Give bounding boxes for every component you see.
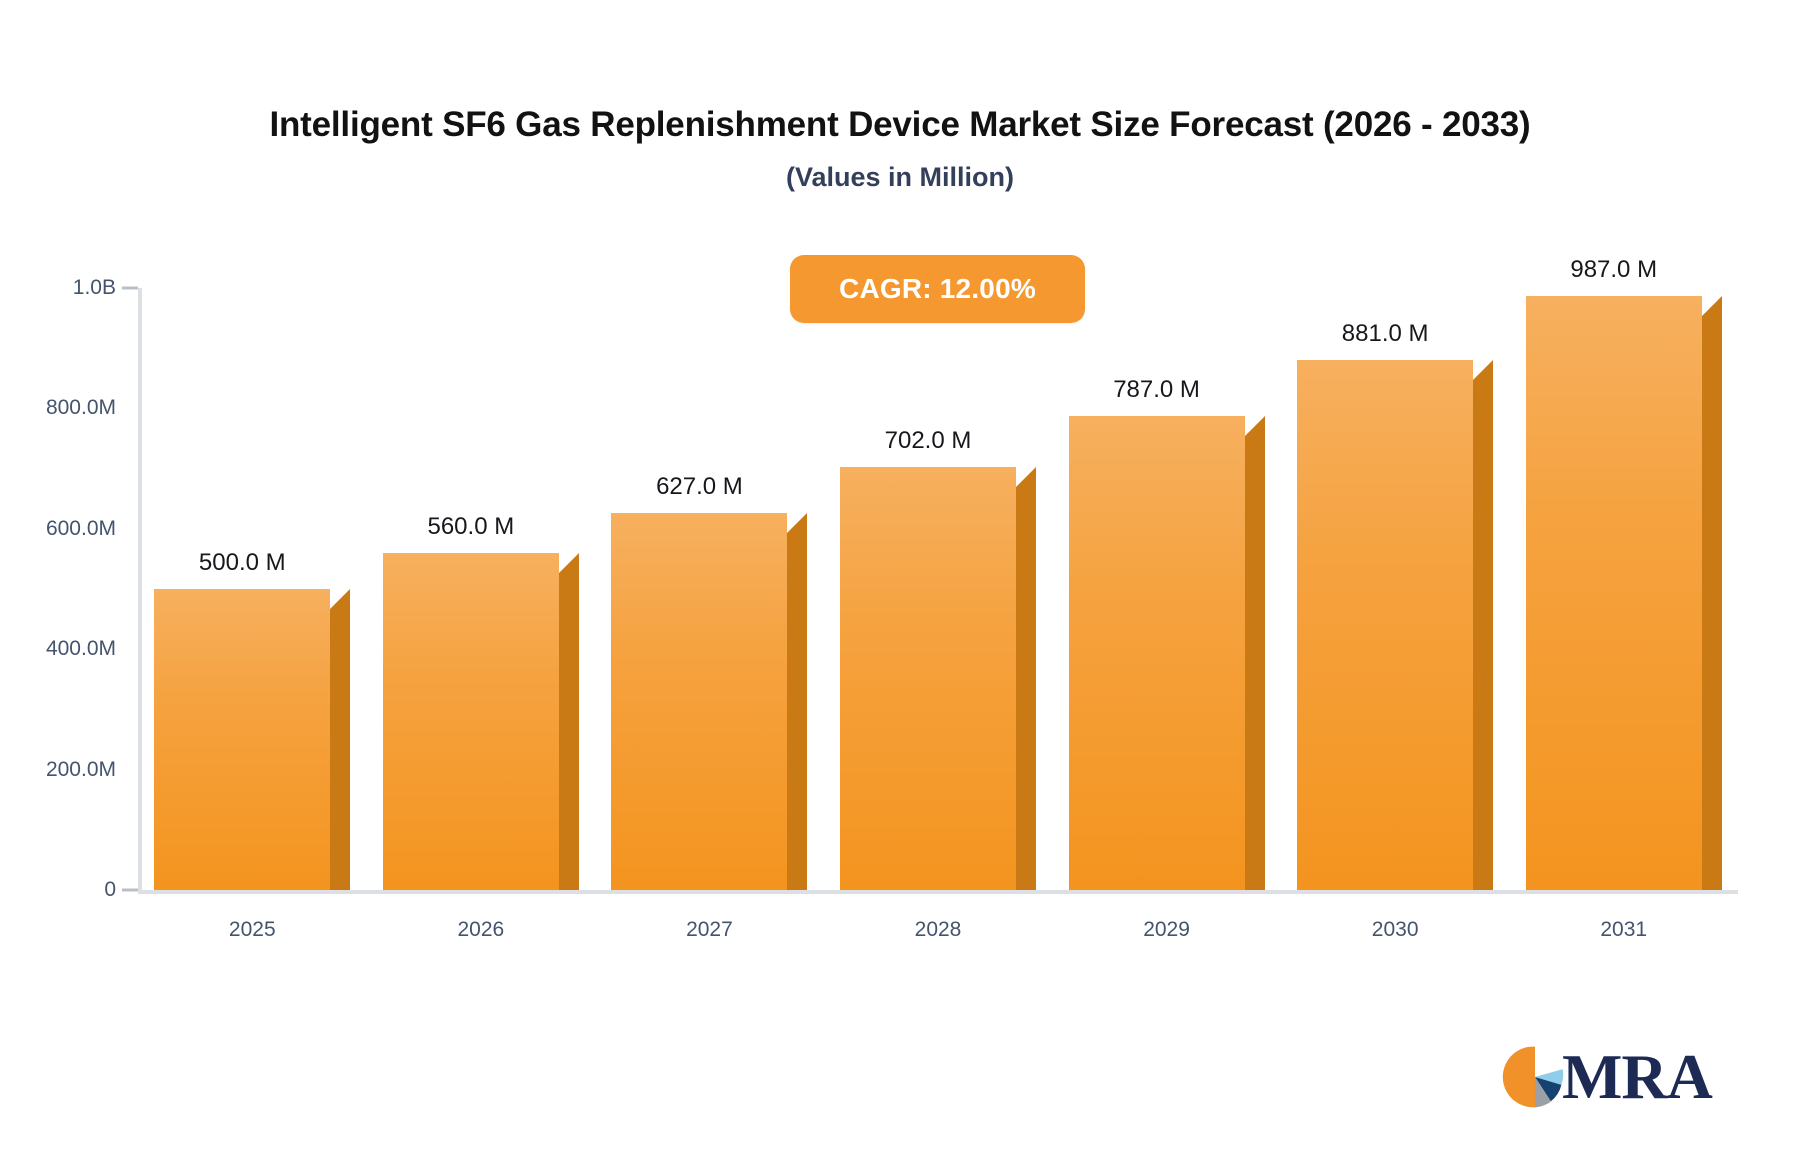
x-axis-tick-label: 2031 [1600,918,1648,941]
bar-top-bevel [1244,416,1265,437]
bar-value-label: 987.0 M [1570,255,1658,283]
bar-value-label: 881.0 M [1341,319,1429,347]
pie-chart-icon [1502,1046,1564,1108]
y-axis-tick-label: 800.0M [45,396,116,420]
x-axis-tick-label: 2028 [914,918,962,941]
y-axis-tick-mark [122,286,138,290]
x-axis-tick-label: 2025 [228,918,276,941]
brand-logo-text: MRA [1562,1041,1713,1112]
x-axis-tick-label: 2029 [1143,918,1190,941]
brand-logo: MRA [1502,1036,1724,1118]
x-axis-tick-label: 2027 [686,918,733,941]
bar-value-label: 500.0 M [198,549,286,576]
cagr-badge: CAGR: 12.00% [790,255,1085,323]
bar-side-face [1016,487,1036,890]
plot-area: 500.0 M 560.0 M 627.0 M 702.0 M 787.0 M 881.0… [138,256,1738,894]
bar-top-bevel [1701,295,1722,316]
y-axis-tick-label: 200.0M [45,757,116,781]
bar-front-face [840,467,1016,890]
y-axis-tick-label: 1.0B [72,276,116,299]
x-axis-tick-label: 2026 [457,918,505,941]
bar[interactable]: 560.0 M [382,513,579,890]
bar[interactable]: 881.0 M [1297,320,1494,890]
y-axis-tick-mark [122,888,138,892]
bar-value-label: 560.0 M [427,512,515,540]
bar-side-face [558,572,579,890]
chart-header: Intelligent SF6 Gas Replenishment Device… [0,104,1800,193]
bar[interactable]: 787.0 M [1068,376,1265,890]
bar[interactable]: 987.0 M [1525,256,1722,890]
bar-top-bevel [558,552,579,573]
bar-value-label: 627.0 M [656,472,743,500]
y-axis-tick-label: 0 [104,878,116,901]
y-axis-tick-label: 400.0M [45,637,116,661]
bar-front-face [382,552,559,890]
bar-top-bevel [1473,359,1494,380]
y-axis-ticks: 0 200.0M 400.0M 600.0M 800.0M 1.0B [0,276,138,901]
bar-front-face [1297,359,1474,890]
bar[interactable]: 500.0 M [154,549,351,890]
bar-side-face [1701,315,1722,890]
bar[interactable]: 702.0 M [840,427,1036,890]
bar-front-face [611,512,788,890]
chart-subtitle: (Values in Million) [785,162,1015,192]
page-title: Intelligent SF6 Gas Replenishment Device… [269,105,1531,144]
bar-side-face [1473,379,1494,890]
bar-front-face [1068,416,1245,890]
y-axis-line [138,288,142,894]
bar-front-face [154,589,331,890]
bar-top-bevel [330,589,351,609]
bar-top-bevel [1016,467,1036,488]
bar[interactable]: 627.0 M [611,473,808,890]
bar-side-face [787,532,808,890]
bar-top-bevel [787,512,808,533]
cagr-badge-label: CAGR: 12.00% [839,273,1036,304]
bar-side-face [1244,436,1265,890]
y-axis-tick-label: 600.0M [45,516,116,540]
bar-value-label: 702.0 M [884,427,972,455]
bar-front-face [1525,295,1702,890]
x-axis-line [138,890,1738,894]
x-axis-tick-label: 2030 [1371,918,1419,941]
bar-value-label: 787.0 M [1113,376,1200,404]
bar-side-face [330,609,351,890]
